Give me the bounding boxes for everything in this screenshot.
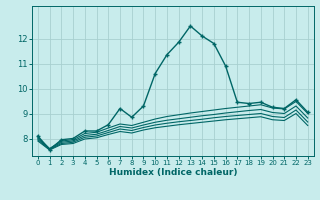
- X-axis label: Humidex (Indice chaleur): Humidex (Indice chaleur): [108, 168, 237, 177]
